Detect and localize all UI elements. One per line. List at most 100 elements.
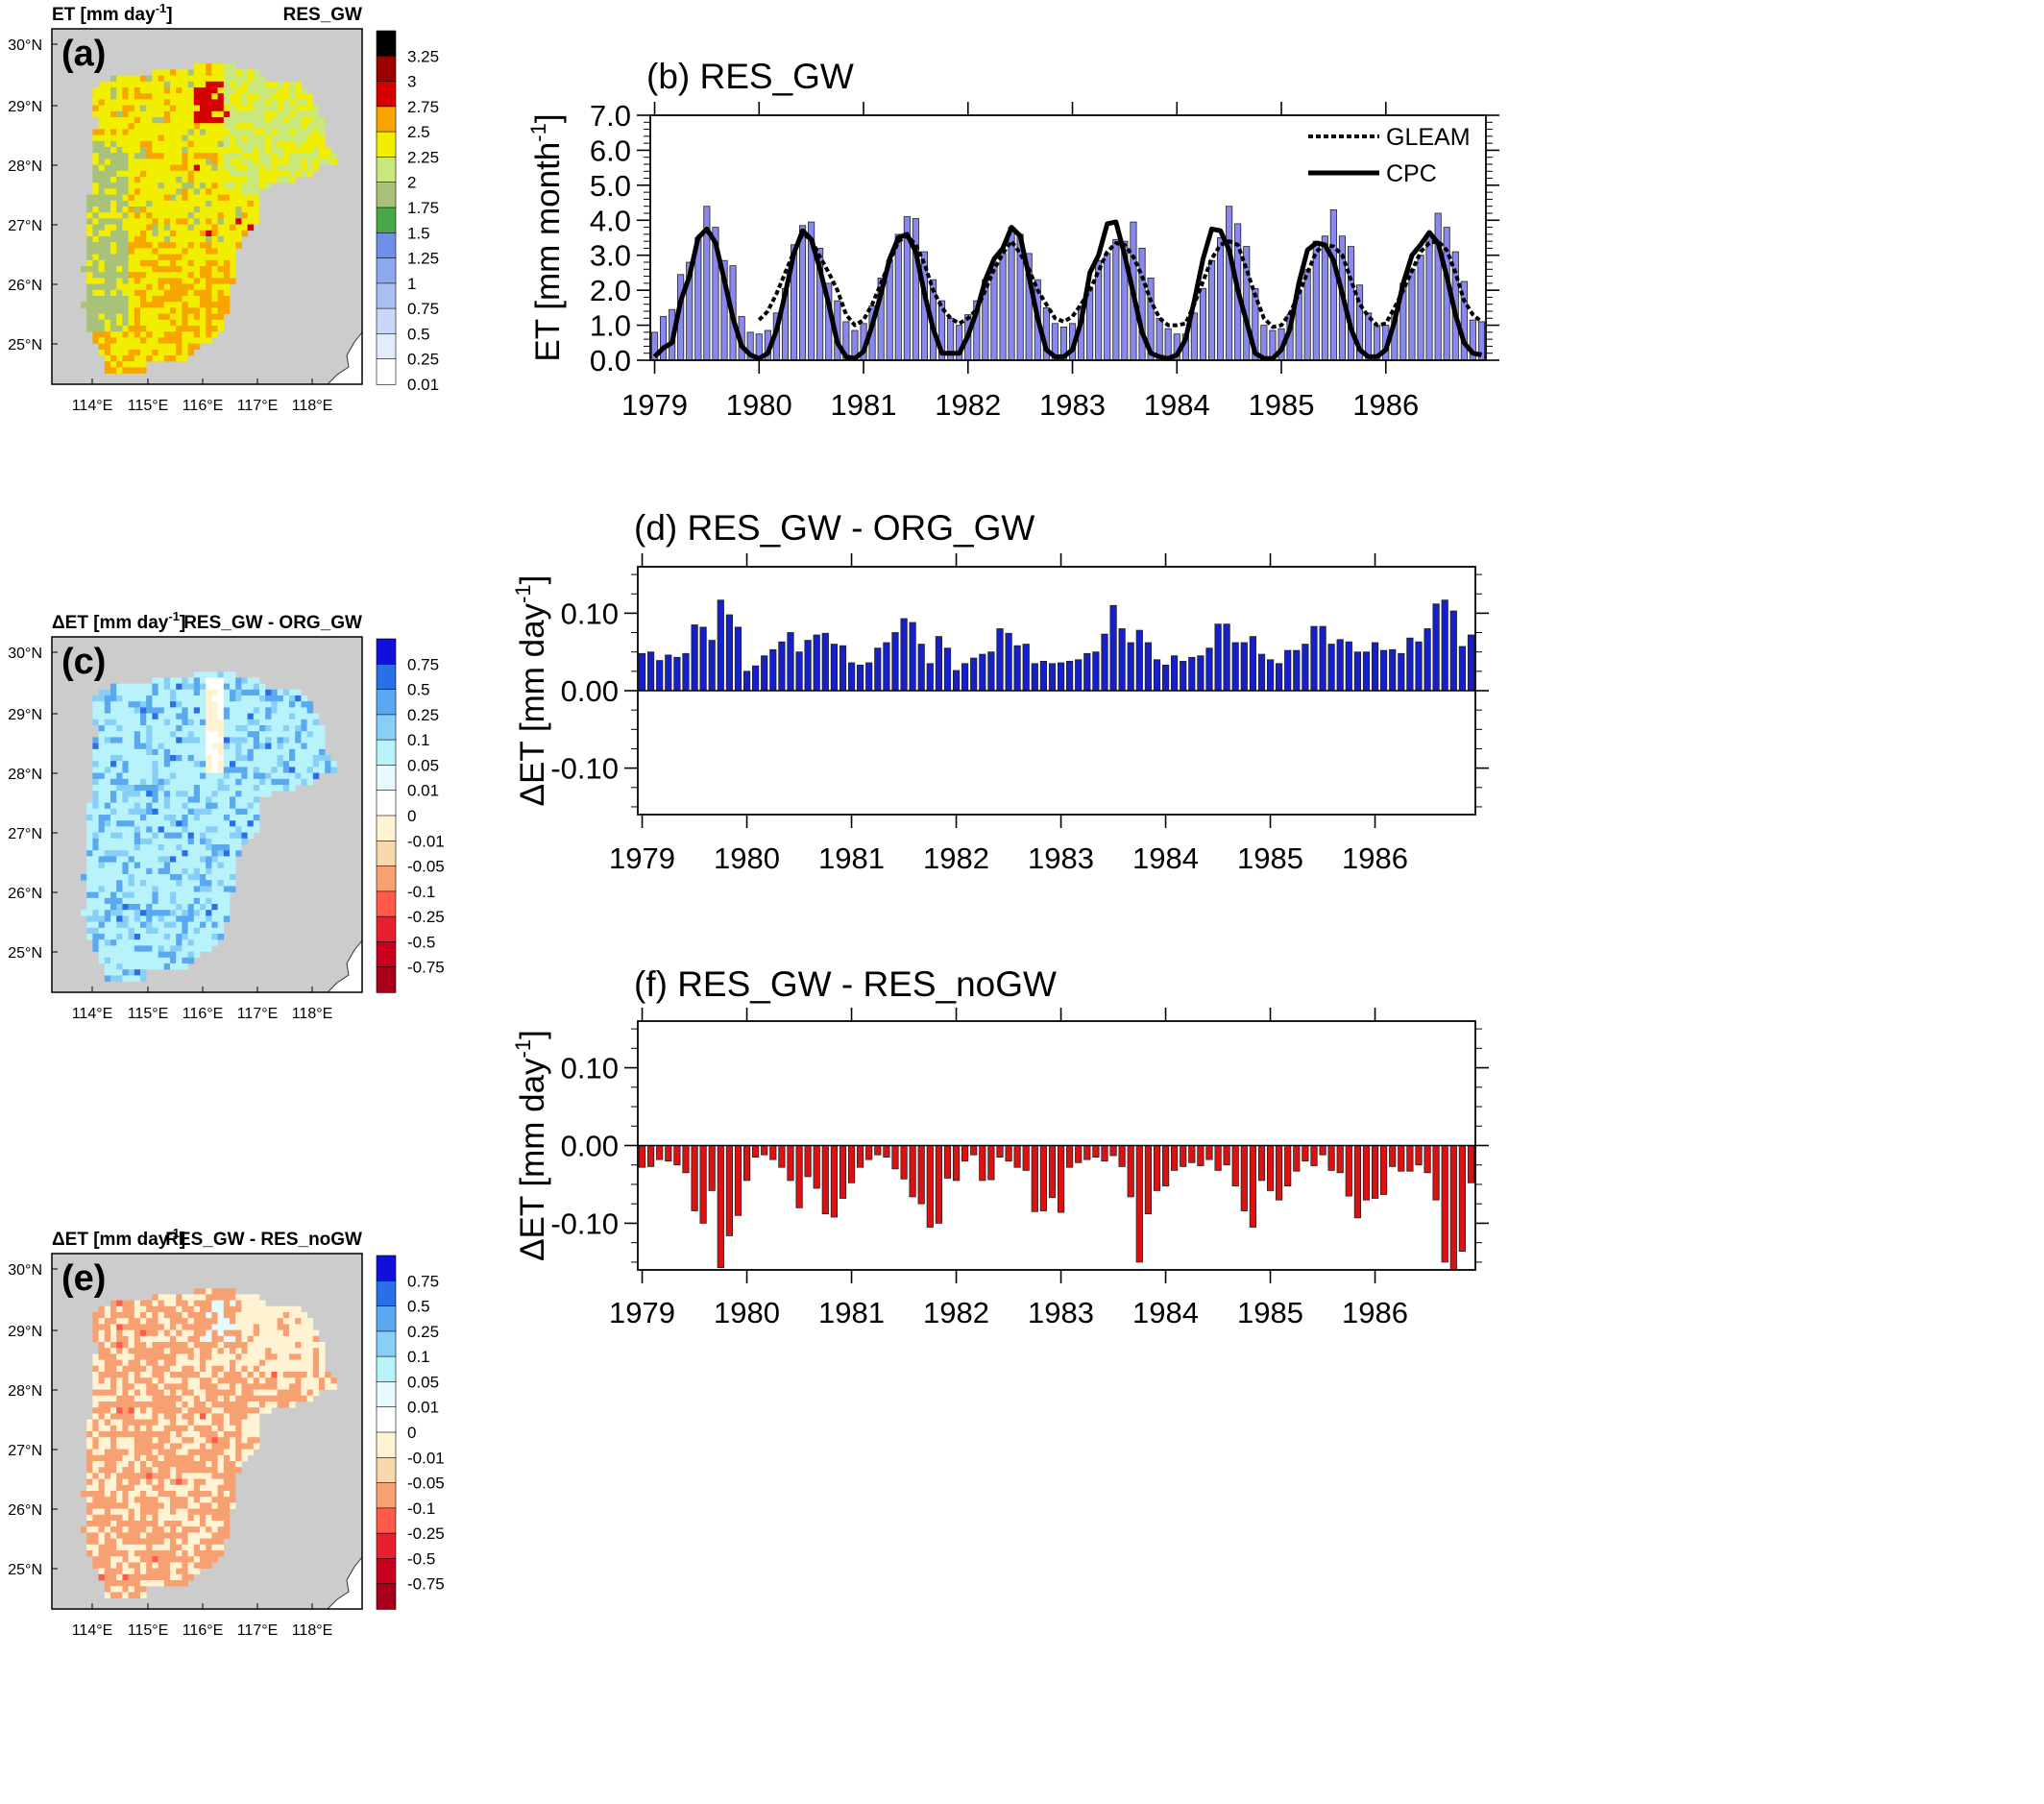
bar bbox=[691, 1145, 698, 1211]
grid-cell bbox=[312, 1383, 320, 1390]
grid-cell bbox=[193, 313, 201, 321]
grid-cell bbox=[163, 1538, 171, 1546]
grid-cell bbox=[146, 1514, 153, 1522]
grid-cell bbox=[140, 1562, 147, 1569]
grid-cell bbox=[128, 236, 135, 243]
grid-cell bbox=[206, 319, 212, 327]
grid-cell bbox=[312, 140, 320, 148]
grid-cell bbox=[301, 1353, 307, 1360]
grid-cell bbox=[241, 1419, 248, 1426]
grid-cell bbox=[122, 1532, 129, 1539]
grid-cell bbox=[235, 1324, 242, 1330]
grid-cell bbox=[223, 200, 231, 207]
grid-cell bbox=[301, 707, 307, 714]
grid-cell bbox=[140, 134, 147, 142]
bar bbox=[1389, 648, 1397, 692]
grid-cell bbox=[122, 1497, 129, 1503]
grid-cell bbox=[110, 719, 117, 726]
grid-cell bbox=[128, 307, 135, 314]
grid-cell bbox=[128, 1586, 135, 1593]
grid-cell bbox=[86, 891, 93, 899]
grid-cell bbox=[122, 862, 129, 869]
grid-cell bbox=[158, 1395, 165, 1402]
grid-cell bbox=[152, 844, 158, 851]
grid-cell bbox=[110, 81, 117, 88]
grid-cell bbox=[170, 755, 177, 762]
grid-cell bbox=[152, 307, 158, 314]
grid-cell bbox=[200, 1532, 207, 1539]
grid-cell bbox=[206, 75, 212, 83]
grid-cell bbox=[134, 1359, 141, 1367]
grid-cell bbox=[176, 81, 182, 88]
grid-cell bbox=[176, 1526, 182, 1533]
grid-cell bbox=[289, 761, 296, 768]
colorbar-swatch bbox=[376, 182, 397, 208]
grid-cell bbox=[146, 1377, 153, 1384]
grid-cell bbox=[158, 1508, 165, 1516]
grid-cell bbox=[253, 110, 260, 118]
grid-cell bbox=[247, 1413, 255, 1420]
grid-cell bbox=[247, 755, 255, 762]
grid-cell bbox=[116, 212, 123, 219]
grid-cell bbox=[295, 1377, 302, 1384]
grid-cell bbox=[211, 1538, 218, 1546]
grid-cell bbox=[217, 689, 225, 696]
grid-cell bbox=[282, 761, 290, 768]
grid-cell bbox=[247, 81, 255, 88]
bar bbox=[1406, 637, 1414, 692]
grid-cell bbox=[146, 1359, 153, 1367]
grid-cell bbox=[253, 129, 260, 135]
grid-cell bbox=[301, 731, 307, 738]
grid-cell bbox=[176, 1305, 182, 1313]
grid-cell bbox=[182, 891, 188, 899]
grid-cell bbox=[230, 880, 236, 887]
grid-cell bbox=[110, 1491, 117, 1498]
grid-cell bbox=[235, 1359, 242, 1367]
grid-cell bbox=[211, 707, 218, 714]
grid-cell bbox=[193, 331, 201, 338]
grid-cell bbox=[235, 677, 242, 684]
grid-cell bbox=[170, 683, 177, 691]
grid-cell bbox=[182, 272, 188, 279]
grid-cell bbox=[110, 1312, 117, 1319]
grid-cell bbox=[146, 289, 153, 297]
grid-cell bbox=[110, 75, 117, 83]
grid-cell bbox=[182, 689, 188, 696]
grid-cell bbox=[217, 207, 225, 213]
grid-cell bbox=[158, 891, 165, 899]
grid-cell bbox=[92, 856, 99, 863]
grid-cell bbox=[163, 349, 171, 356]
grid-cell bbox=[104, 838, 111, 845]
grid-cell bbox=[122, 719, 129, 726]
grid-cell bbox=[163, 904, 171, 911]
grid-cell bbox=[271, 177, 278, 183]
grid-cell bbox=[158, 355, 165, 362]
grid-cell bbox=[319, 140, 326, 148]
grid-cell bbox=[259, 134, 266, 142]
grid-cell bbox=[163, 761, 171, 768]
grid-cell bbox=[200, 302, 207, 308]
grid-cell bbox=[128, 796, 135, 803]
grid-cell bbox=[200, 850, 207, 857]
grid-cell bbox=[86, 242, 93, 249]
grid-cell bbox=[104, 349, 111, 356]
grid-cell bbox=[134, 207, 141, 213]
grid-cell bbox=[217, 791, 225, 797]
grid-cell bbox=[158, 1318, 165, 1325]
grid-cell bbox=[182, 838, 188, 845]
grid-cell bbox=[134, 815, 141, 821]
grid-cell bbox=[301, 743, 307, 750]
grid-cell bbox=[235, 755, 242, 762]
grid-cell bbox=[170, 1544, 177, 1551]
grid-cell bbox=[211, 1335, 218, 1343]
grid-cell bbox=[200, 713, 207, 720]
grid-cell bbox=[206, 743, 212, 750]
grid-cell bbox=[146, 772, 153, 780]
grid-cell bbox=[158, 278, 165, 284]
bar bbox=[909, 622, 916, 692]
grid-cell bbox=[200, 1514, 207, 1522]
grid-cell bbox=[92, 248, 99, 255]
grid-cell bbox=[206, 850, 212, 857]
grid-cell bbox=[134, 713, 141, 720]
grid-cell bbox=[193, 81, 201, 88]
